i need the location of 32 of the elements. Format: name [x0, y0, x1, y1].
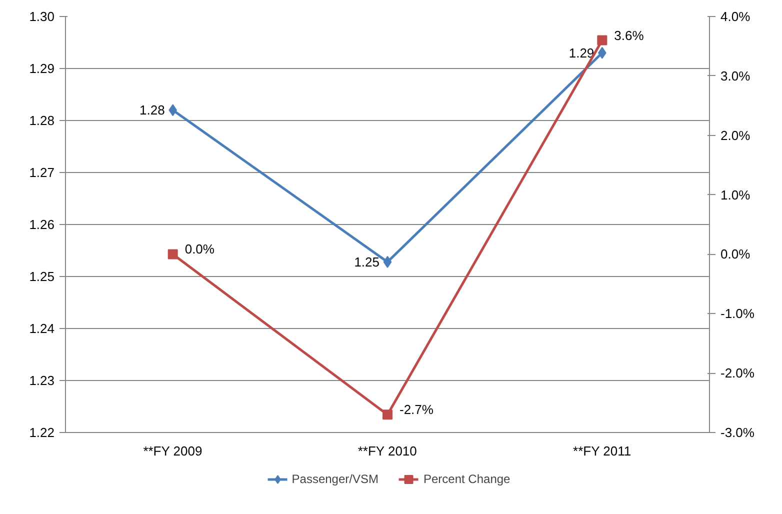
legend-label: Passenger/VSM — [292, 472, 378, 486]
y-tick-label: 1.27 — [29, 165, 55, 180]
point — [597, 35, 608, 46]
point — [383, 256, 392, 268]
y-tick-label: 1.26 — [29, 217, 55, 232]
x-tick-label: **FY 2011 — [573, 444, 632, 458]
y-tick-label: 1.30 — [29, 9, 55, 24]
y2-tick-label: 2.0% — [720, 128, 751, 143]
data-label: 1.28 — [140, 102, 165, 118]
data-label: 0.0% — [184, 242, 215, 257]
y-tick-label: 1.24 — [29, 321, 55, 336]
y2-tick-label: 1.0% — [720, 187, 751, 202]
point — [382, 410, 392, 420]
data-label: 3.6% — [614, 28, 644, 43]
y2-tick-label: 3.0% — [720, 68, 751, 84]
y-tick-label: 1.25 — [29, 269, 55, 284]
y-tick-label: 1.22 — [29, 425, 55, 440]
y2-tick-label: -2.0% — [720, 366, 755, 381]
y2-tick-label: -1.0% — [720, 306, 755, 322]
x-tick-label: **FY 2009 — [143, 444, 202, 458]
legend-label: Percent Change — [423, 472, 510, 486]
data-label: -2.7% — [400, 402, 434, 418]
x-tick-label: **FY 2010 — [358, 444, 417, 458]
y-tick-label: 1.28 — [29, 113, 55, 128]
data-label: 1.25 — [354, 254, 380, 270]
y2-tick-label: -3.0% — [720, 425, 755, 440]
y-tick-label: 1.23 — [29, 373, 55, 388]
y2-tick-label: 4.0% — [720, 9, 751, 24]
y2-tick-label: 0.0% — [720, 246, 751, 262]
y-tick-label: 1.29 — [29, 61, 55, 76]
data-label: 1.29 — [568, 45, 594, 60]
point — [168, 249, 178, 260]
